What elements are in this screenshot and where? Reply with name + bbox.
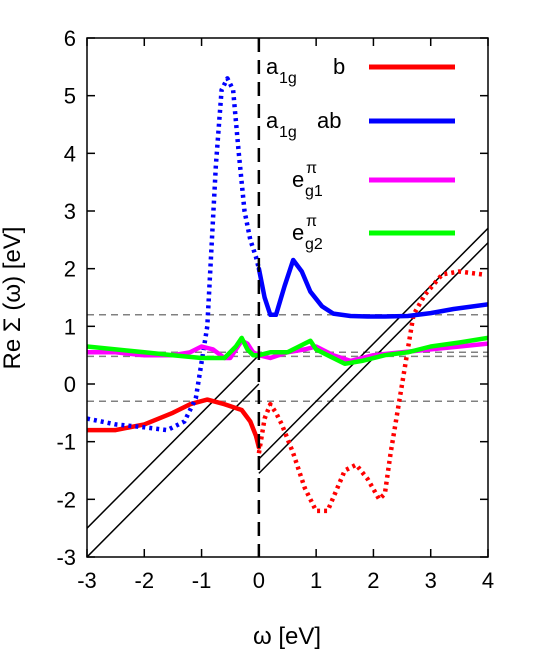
series-line-1 [256, 269, 483, 514]
legend-label-1: a [266, 108, 279, 133]
x-tick-label-4: 1 [310, 568, 322, 593]
y-tick-label-8: 5 [64, 84, 76, 109]
axes-frame [86, 37, 489, 558]
series-line-3 [256, 257, 488, 319]
legend-entry-1: a 1g ab [266, 108, 455, 141]
x-tick-label-6: 3 [425, 568, 437, 593]
x-tick-label-7: 4 [482, 568, 494, 593]
legend-label-3: e [292, 220, 304, 245]
series-line-2 [87, 76, 262, 433]
x-tick-label-3: 0 [253, 568, 265, 593]
legend-entry-0: a 1g b [266, 54, 455, 87]
legend-subscript-0: 1g [279, 70, 297, 87]
y-tick-label-4: 1 [64, 314, 76, 339]
tick-labels: -3 -2 -1 0 1 2 3 4 -3 -2 -1 0 1 2 3 4 5 6 [56, 26, 494, 593]
x-tick-label-5: 2 [367, 568, 379, 593]
y-axis-label: Re Σ (ω) [eV] [0, 227, 26, 370]
x-axis-label: ω [eV] [253, 623, 321, 650]
diagonal-line-0 [87, 354, 260, 529]
y-tick-label-7: 4 [64, 141, 76, 166]
plot-frame [86, 37, 489, 558]
legend-superscript-2: π [306, 160, 317, 177]
plot-lines [87, 38, 488, 557]
legend-label-0: a [266, 54, 279, 79]
legend-subscript-3: g2 [305, 236, 323, 253]
y-tick-label-6: 3 [64, 199, 76, 224]
y-tick-label-5: 2 [64, 257, 76, 282]
x-tick-label-0: -3 [77, 568, 97, 593]
legend-entry-3: e g2 π [292, 213, 455, 253]
legend-entry-2: e g1 π [292, 160, 455, 200]
x-tick-label-2: -1 [192, 568, 212, 593]
diagonal-line-1 [87, 383, 260, 557]
series-line-0 [87, 397, 262, 450]
legend-label-2: e [292, 167, 304, 192]
legend-superscript-3: π [306, 213, 317, 230]
y-tick-label-9: 6 [64, 26, 76, 51]
legend-suffix-1: ab [317, 108, 341, 133]
y-tick-label-3: 0 [64, 372, 76, 397]
x-tick-label-1: -2 [135, 568, 155, 593]
y-tick-label-0: -3 [56, 545, 76, 570]
legend-subscript-1: 1g [279, 124, 297, 141]
y-tick-label-1: -2 [56, 487, 76, 512]
series-line-5 [87, 335, 488, 367]
legend-suffix-0: b [333, 54, 345, 79]
diagonal-line-2 [258, 227, 488, 460]
legend-subscript-2: g1 [305, 183, 323, 200]
y-tick-label-2: -1 [56, 430, 76, 455]
